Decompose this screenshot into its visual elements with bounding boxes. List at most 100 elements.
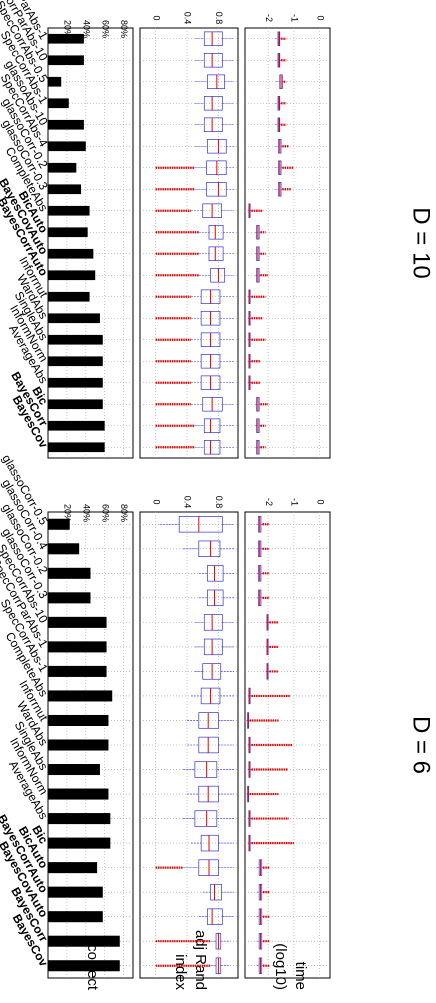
box-SingleAbs	[155, 332, 235, 347]
bar-glassoAbs-10	[48, 119, 84, 130]
box-AverageAbs	[247, 375, 261, 390]
bar-AverageAbs	[48, 813, 111, 825]
panel-time: 0 -1 -2	[244, 14, 331, 459]
box-CompleteAbs	[247, 687, 291, 705]
box-body	[198, 540, 221, 557]
box-SpecCorrAbs-0.5	[194, 74, 235, 89]
box-body	[207, 565, 224, 582]
box-SingleAbs	[183, 761, 235, 778]
bar-BayesCorr	[48, 935, 120, 947]
box-AverageAbs	[247, 810, 289, 827]
bar-BicAuto	[48, 227, 88, 238]
tick-label: 0.4	[183, 12, 193, 25]
bar-SpecCorrAbs-0.5	[48, 76, 62, 87]
bar-glassoCorr-0.3	[48, 184, 82, 195]
box-WardAbs	[155, 311, 235, 326]
box-AverageAbs	[183, 810, 235, 827]
chart-d10: D = 10 0 -1 -2 0.8 0.4 0 80% 60% 40% 20% BayesCovBa…	[0, 0, 435, 459]
box-SpecCorrAbs-1	[274, 96, 287, 111]
bar-Inforrnut	[48, 291, 90, 302]
box-Bic	[255, 397, 269, 412]
bar-glassoCorr-0.3	[48, 592, 91, 604]
box-body	[203, 638, 223, 656]
bar-glassoCorr-0.2	[48, 162, 77, 173]
panel-frame	[139, 27, 239, 459]
tick-label: 80%	[119, 20, 129, 38]
row-label-1: index	[172, 954, 189, 990]
box-BayesCov	[155, 957, 231, 974]
box-body	[194, 810, 218, 827]
box-Inforrnut	[246, 712, 279, 729]
bar-SpecCorrAbs-4	[48, 141, 86, 152]
bar-BayesCovAuto	[48, 911, 103, 923]
tick-label: 80%	[119, 504, 129, 522]
box-glassoCorr-0.3	[256, 589, 270, 607]
tick-label: 0.8	[214, 12, 224, 25]
panel-adj-Rand-index: 0.8 0.4 0	[139, 12, 239, 459]
box-Bic	[155, 397, 235, 412]
bar-glassoCorr-0.4	[48, 543, 80, 555]
box-BayesCorrAuto	[256, 883, 270, 901]
box-Inforrnut	[247, 289, 266, 304]
bar-BayesCov	[48, 442, 105, 453]
box-SpecCorrAbs-4	[194, 139, 235, 154]
bar-BayesCov	[48, 960, 120, 972]
box-SpecCorrAbs-1	[265, 663, 279, 680]
bar-Bic	[48, 399, 103, 410]
panel-correct: 80% 60% 40% 20%	[47, 504, 134, 979]
bar-Bic	[48, 837, 111, 849]
box-Bic	[247, 834, 294, 852]
box-InformNorm	[247, 354, 261, 369]
box-BayesCov	[255, 440, 266, 455]
bar-WardAbs	[48, 313, 100, 324]
box-body	[194, 761, 218, 778]
box-InformNorm	[246, 785, 279, 803]
tick-label: -1	[290, 14, 300, 22]
bar-BayesCorr	[48, 420, 105, 431]
box-SpecCorrAbs-0.5	[275, 74, 287, 89]
box-glassoCorr-0.5	[159, 516, 235, 533]
box-SpecCorrParAbs-10	[194, 53, 235, 68]
tick-label: 0	[315, 15, 325, 20]
box-Inforrnut	[187, 712, 235, 729]
box-InformNorm	[155, 354, 235, 369]
bar-glassoCorr-0.5	[48, 518, 70, 530]
box-WardAbs	[187, 736, 235, 754]
box-body	[178, 516, 223, 533]
box-WardAbs	[247, 311, 264, 326]
box-Bic	[190, 834, 235, 852]
bar-BayesCovAuto	[48, 248, 94, 259]
box-SpecCorrAbs-10	[265, 614, 279, 631]
box-InformNorm	[187, 785, 235, 803]
category-labels: BayesCovBayesCorrBayesCovAutoBayesCorrAu…	[0, 452, 51, 969]
box-BayesCorrAuto	[155, 268, 235, 283]
box-BayesCovAuto	[155, 246, 235, 261]
box-glassoCorr-0.2	[198, 565, 235, 582]
box-SingleAbs	[247, 761, 288, 778]
box-SpecCorrAbs-1	[194, 96, 235, 111]
box-BayesCorr	[255, 418, 266, 433]
box-BicAuto	[155, 225, 235, 240]
tick-label: 0.4	[183, 496, 193, 509]
box-BayesCovAuto	[256, 908, 270, 925]
box-BayesCorr	[256, 933, 270, 950]
box-body	[207, 139, 227, 154]
box-BicAuto	[255, 225, 266, 240]
chart-title: D = 10	[408, 207, 435, 278]
box-body	[207, 589, 224, 607]
tick-label: 0.8	[214, 496, 224, 509]
box-SpecCorrAbs-4	[274, 139, 289, 154]
tick-label: 0	[151, 15, 161, 20]
bar-SingleAbs	[48, 764, 100, 776]
bar-SingleAbs	[48, 334, 103, 345]
box-body	[206, 182, 227, 197]
panel-frame	[244, 27, 331, 459]
box-glassoCorr-0.3	[155, 182, 235, 197]
panel-frame	[47, 27, 134, 459]
chart-title: D = 6	[408, 716, 435, 774]
box-body	[208, 225, 224, 240]
tick-label: 0	[151, 499, 161, 504]
row-label-0: time	[292, 962, 309, 990]
box-body	[207, 908, 223, 925]
box-body	[203, 440, 221, 455]
